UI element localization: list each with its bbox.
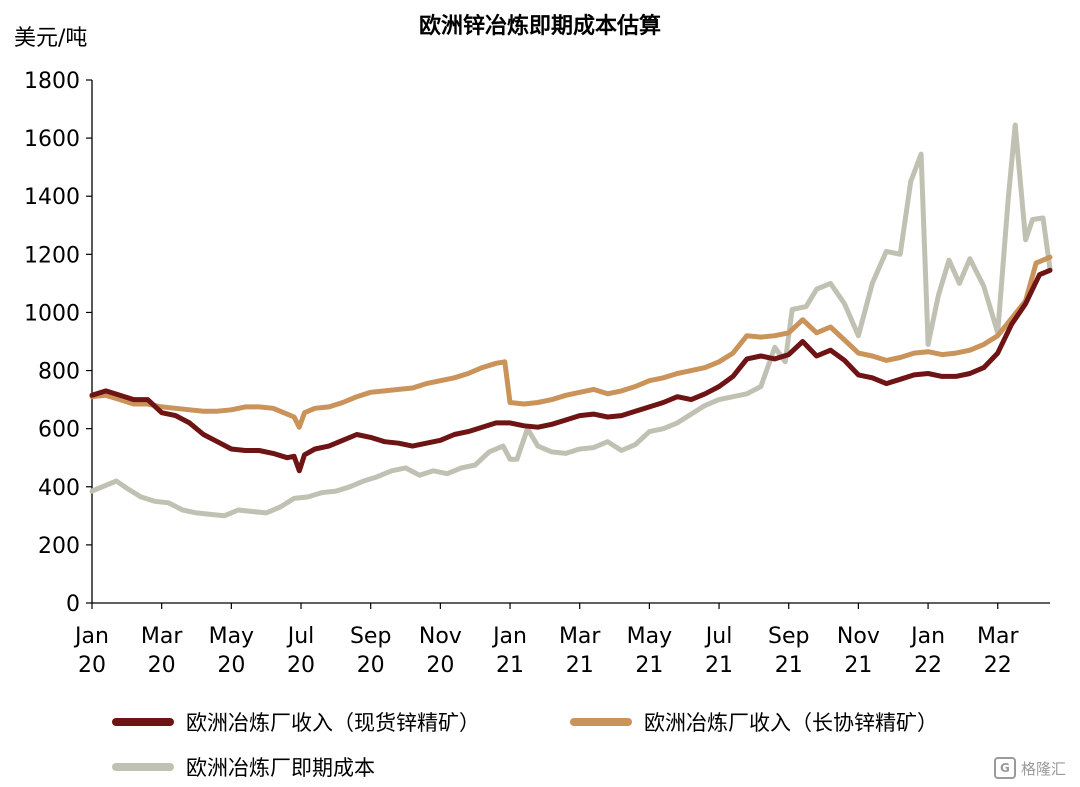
x-tick-label-month: Jan bbox=[909, 624, 945, 649]
watermark-logo-icon: G bbox=[993, 757, 1016, 779]
x-tick-label-year: 21 bbox=[635, 653, 663, 678]
series-line-0 bbox=[89, 267, 1053, 474]
x-tick-label-month: Sep bbox=[768, 624, 809, 649]
x-tick-label-month: May bbox=[209, 624, 254, 649]
y-axis-unit-label: 美元/吨 bbox=[14, 26, 88, 51]
legend-item-spot: 欧洲冶炼厂收入（现货锌精矿） bbox=[112, 707, 480, 737]
legend-swatch-cost bbox=[112, 763, 174, 771]
x-tick-label-month: Mar bbox=[559, 624, 601, 649]
x-tick-label-year: 20 bbox=[217, 653, 245, 678]
x-tick-label-month: Jul bbox=[704, 624, 733, 649]
y-tick-label: 1600 bbox=[24, 127, 80, 152]
x-tick-label-year: 21 bbox=[496, 653, 524, 678]
legend-item-cost: 欧洲冶炼厂即期成本 bbox=[112, 752, 375, 782]
x-tick-label-month: Nov bbox=[837, 624, 880, 649]
x-tick-label-year: 20 bbox=[78, 653, 106, 678]
y-tick-label: 0 bbox=[66, 592, 80, 617]
x-tick-label-year: 22 bbox=[914, 653, 942, 678]
series-lines bbox=[89, 122, 1053, 519]
legend-swatch-spot bbox=[112, 718, 174, 726]
x-tick-label-month: Jan bbox=[73, 624, 109, 649]
x-tick-label-year: 21 bbox=[566, 653, 594, 678]
legend-swatch-contract bbox=[570, 718, 632, 726]
series-line-2 bbox=[89, 122, 1053, 519]
y-tick-label: 1200 bbox=[24, 243, 80, 268]
y-tick-label: 800 bbox=[38, 360, 80, 385]
watermark: G 格隆汇 bbox=[993, 757, 1066, 779]
y-tick-label: 1400 bbox=[24, 185, 80, 210]
chart-title: 欧洲锌冶炼即期成本估算 bbox=[418, 14, 661, 39]
x-axis: Jan 20 Mar 20 May 20 Jul 20 Sep 20 Nov 20 Jan 21 Mar 21… bbox=[73, 602, 1050, 678]
y-tick-label: 1800 bbox=[24, 69, 80, 94]
x-tick-label-month: Mar bbox=[977, 624, 1019, 649]
y-tick-label: 1000 bbox=[24, 301, 80, 326]
x-tick-label-month: Nov bbox=[419, 624, 462, 649]
x-tick-label-year: 21 bbox=[775, 653, 803, 678]
x-tick-label-year: 20 bbox=[287, 653, 315, 678]
x-tick-label-month: Jul bbox=[286, 624, 315, 649]
y-tick-label: 400 bbox=[38, 476, 80, 501]
legend-label-contract: 欧洲冶炼厂收入（长协锌精矿） bbox=[644, 711, 938, 735]
legend-item-contract: 欧洲冶炼厂收入（长协锌精矿） bbox=[570, 707, 938, 737]
x-tick-label-year: 21 bbox=[844, 653, 872, 678]
x-tick-label-month: Sep bbox=[350, 624, 391, 649]
x-tick-label-year: 20 bbox=[148, 653, 176, 678]
y-axis: 0 200 400 600 800 1000 1200 1400 1600 1800 bbox=[24, 69, 93, 617]
x-tick-label-year: 20 bbox=[357, 653, 385, 678]
x-tick-label-year: 20 bbox=[426, 653, 454, 678]
x-tick-label-month: May bbox=[627, 624, 672, 649]
x-tick-label-year: 22 bbox=[984, 653, 1012, 678]
y-tick-label: 600 bbox=[38, 418, 80, 443]
legend-label-spot: 欧洲冶炼厂收入（现货锌精矿） bbox=[186, 711, 480, 735]
x-tick-label-month: Mar bbox=[141, 624, 183, 649]
x-tick-label-month: Jan bbox=[491, 624, 527, 649]
series-line-1 bbox=[89, 254, 1053, 430]
legend-label-cost: 欧洲冶炼厂即期成本 bbox=[186, 756, 375, 780]
x-tick-label-year: 21 bbox=[705, 653, 733, 678]
watermark-text: 格隆汇 bbox=[1020, 759, 1066, 778]
y-tick-label: 200 bbox=[38, 534, 80, 559]
